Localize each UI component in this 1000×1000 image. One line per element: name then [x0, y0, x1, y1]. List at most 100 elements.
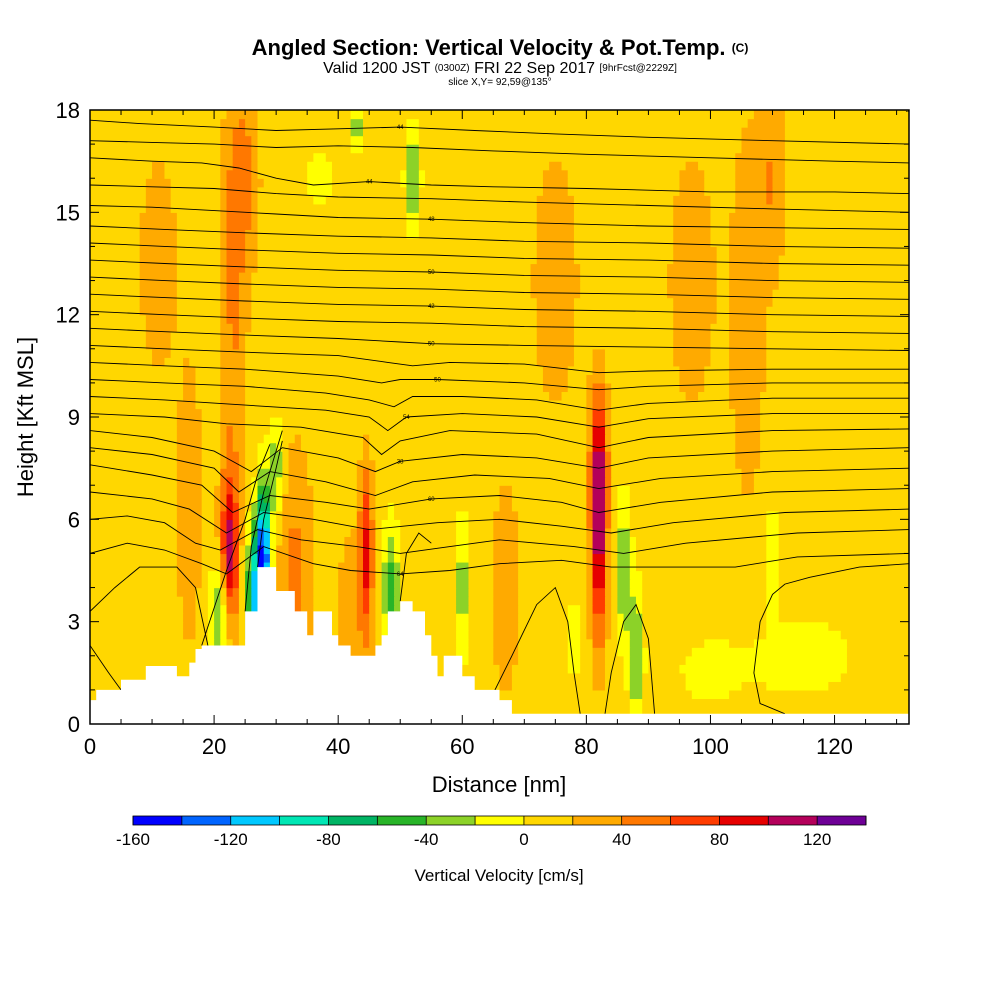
velocity-cell — [300, 442, 364, 452]
velocity-cell — [679, 664, 848, 674]
velocity-cell — [592, 553, 606, 563]
velocity-cell — [220, 604, 228, 614]
velocity-cell — [325, 195, 408, 205]
velocity-cell — [288, 553, 302, 563]
velocity-cell — [220, 254, 228, 265]
velocity-cell — [201, 485, 215, 495]
velocity-cell — [716, 272, 730, 282]
velocity-cell — [220, 510, 228, 520]
velocity-cell — [363, 485, 370, 495]
velocity-cell — [176, 485, 203, 495]
velocity-cell — [90, 340, 147, 350]
velocity-cell — [176, 425, 203, 435]
velocity-cell — [176, 502, 203, 512]
velocity-cell — [232, 323, 240, 333]
velocity-cell — [468, 587, 494, 597]
velocity-cell — [226, 272, 240, 282]
velocity-cell — [269, 553, 277, 563]
velocity-cell — [356, 519, 364, 529]
velocity-cell — [369, 451, 587, 461]
velocity-cell — [313, 561, 339, 572]
velocity-cell — [282, 493, 314, 503]
velocity-cell — [226, 519, 234, 529]
velocity-cell — [363, 118, 408, 128]
velocity-cell — [251, 570, 259, 580]
velocity-cell — [139, 237, 178, 248]
velocity-cell — [226, 178, 252, 188]
velocity-cell — [586, 553, 594, 563]
velocity-cell — [245, 118, 259, 128]
velocity-cell — [729, 263, 780, 273]
velocity-cell — [741, 144, 786, 154]
velocity-cell — [611, 468, 743, 478]
velocity-cell — [592, 561, 606, 572]
velocity-cell — [573, 314, 674, 324]
velocity-cell — [220, 331, 234, 341]
velocity-cell — [369, 442, 587, 452]
velocity-cell — [269, 493, 277, 503]
velocity-cell — [648, 655, 687, 665]
velocity-cell — [604, 417, 612, 427]
velocity-cell — [288, 442, 302, 452]
velocity-cell — [604, 468, 612, 478]
velocity-cell — [363, 638, 370, 648]
velocity-cell — [604, 638, 618, 648]
velocity-cell — [375, 621, 383, 631]
velocity-cell — [369, 630, 376, 640]
velocity-cell — [251, 314, 538, 324]
velocity-cell — [238, 604, 246, 614]
velocity-cell — [251, 536, 259, 546]
velocity-cell — [375, 519, 383, 529]
theta-contour-line — [90, 396, 909, 432]
velocity-cell — [245, 579, 252, 589]
theta-contour-line — [90, 515, 909, 554]
velocity-cell — [288, 527, 302, 537]
velocity-cell — [604, 681, 625, 691]
velocity-cell — [183, 357, 190, 367]
velocity-cell — [542, 374, 569, 384]
velocity-cell — [356, 587, 364, 597]
velocity-cell — [90, 544, 178, 555]
velocity-cell — [363, 451, 370, 461]
velocity-cell — [375, 527, 383, 537]
velocity-cell — [375, 604, 383, 614]
velocity-cell — [245, 246, 259, 256]
velocity-cell — [604, 459, 612, 469]
velocity-cell — [592, 459, 606, 469]
velocity-cell — [90, 297, 141, 307]
velocity-cell — [499, 681, 513, 691]
velocity-cell — [90, 306, 141, 316]
velocity-cell — [338, 604, 358, 614]
velocity-cell — [269, 502, 277, 512]
velocity-cell — [90, 331, 147, 341]
velocity-cell — [456, 587, 470, 597]
velocity-cell — [499, 502, 513, 512]
velocity-cell — [518, 621, 569, 631]
velocity-cell — [586, 587, 594, 597]
velocity-cell — [269, 527, 277, 537]
velocity-cell — [642, 596, 767, 606]
velocity-cell — [704, 382, 730, 393]
velocity-cell — [207, 630, 215, 640]
velocity-cell — [710, 220, 730, 230]
velocity-cell — [369, 536, 376, 546]
theta-contour-label: 50 — [434, 378, 441, 384]
velocity-cell — [90, 263, 141, 273]
velocity-cell — [611, 493, 618, 503]
velocity-cell — [729, 229, 786, 239]
velocity-cell — [592, 664, 606, 674]
velocity-cell — [418, 169, 426, 179]
velocity-cell — [90, 203, 147, 213]
velocity-cell — [617, 613, 625, 623]
velocity-cell — [760, 408, 909, 418]
velocity-cell — [673, 306, 718, 316]
velocity-cell — [536, 323, 575, 333]
velocity-cell — [604, 647, 618, 657]
velocity-cell — [611, 561, 618, 572]
velocity-cell — [735, 459, 761, 469]
velocity-cell — [276, 527, 283, 537]
theta-contour-line — [90, 413, 909, 456]
velocity-cell — [90, 382, 184, 393]
velocity-cell — [220, 348, 246, 358]
velocity-cell — [679, 178, 705, 188]
